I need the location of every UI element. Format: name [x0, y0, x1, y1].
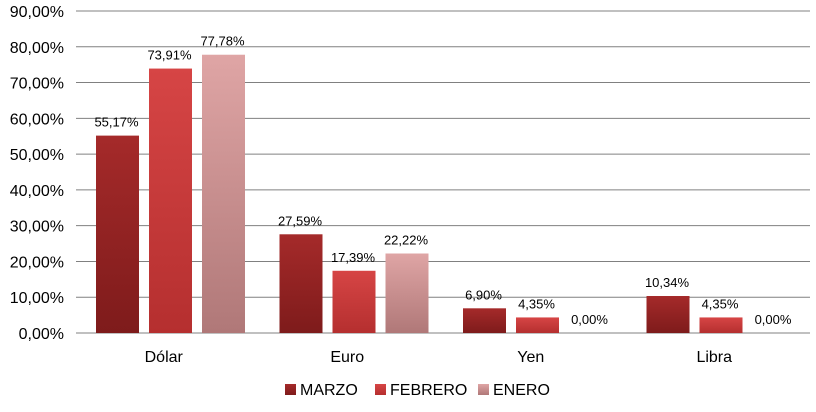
- x-axis-tick-labels: Dólar Euro Yen Libra: [145, 349, 733, 366]
- bar-enero-0: [202, 54, 245, 333]
- bar-marzo-1: [279, 234, 323, 333]
- data-label: 0,00%: [755, 312, 792, 327]
- y-tick-label: 80,00%: [10, 40, 64, 57]
- y-tick-label: 0,00%: [19, 326, 64, 343]
- legend-swatch-enero: [478, 384, 489, 395]
- grid-lines: [76, 10, 810, 334]
- bar-febrero-2: [516, 317, 559, 333]
- y-tick-label: 20,00%: [10, 254, 64, 271]
- bar-febrero-3: [699, 317, 743, 333]
- legend-label-enero: ENERO: [493, 382, 550, 399]
- x-tick-label: Libra: [696, 349, 732, 366]
- legend-swatch-marzo: [285, 384, 296, 395]
- bars: [96, 54, 743, 334]
- y-tick-label: 30,00%: [10, 219, 64, 236]
- y-tick-label: 70,00%: [10, 76, 64, 93]
- legend: MARZO FEBRERO ENERO: [285, 382, 550, 399]
- y-tick-label: 40,00%: [10, 183, 64, 200]
- y-axis-tick-labels: 0,00% 10,00% 20,00% 30,00% 40,00% 50,00% 60,00…: [10, 4, 64, 343]
- x-tick-label: Yen: [517, 349, 544, 366]
- legend-label-febrero: FEBRERO: [390, 382, 467, 399]
- legend-swatch-febrero: [375, 384, 386, 395]
- y-tick-label: 60,00%: [10, 111, 64, 128]
- data-label: 55,17%: [94, 115, 139, 130]
- data-label: 4,35%: [518, 296, 555, 311]
- data-label: 77,78%: [200, 34, 245, 49]
- bar-marzo-0: [96, 135, 139, 333]
- x-tick-label: Euro: [330, 349, 364, 366]
- bar-febrero-1: [332, 270, 376, 333]
- x-tick-label: Dólar: [145, 349, 184, 366]
- data-label: 6,90%: [465, 287, 502, 302]
- data-labels: 55,17% 73,91% 77,78% 27,59% 17,39% 22,22% 6,90…: [94, 34, 791, 327]
- data-label: 10,34%: [645, 275, 690, 290]
- y-tick-label: 50,00%: [10, 147, 64, 164]
- data-label: 17,39%: [331, 250, 376, 265]
- bar-febrero-0: [149, 68, 192, 334]
- data-label: 73,91%: [147, 48, 192, 63]
- data-label: 22,22%: [384, 233, 429, 248]
- bar-marzo-2: [463, 308, 506, 333]
- bar-enero-1: [385, 253, 429, 333]
- y-tick-label: 90,00%: [10, 4, 64, 21]
- data-label: 27,59%: [278, 213, 323, 228]
- data-label: 4,35%: [702, 296, 739, 311]
- data-label: 0,00%: [571, 312, 608, 327]
- bar-marzo-3: [646, 296, 690, 333]
- legend-label-marzo: MARZO: [300, 382, 358, 399]
- y-tick-label: 10,00%: [10, 290, 64, 307]
